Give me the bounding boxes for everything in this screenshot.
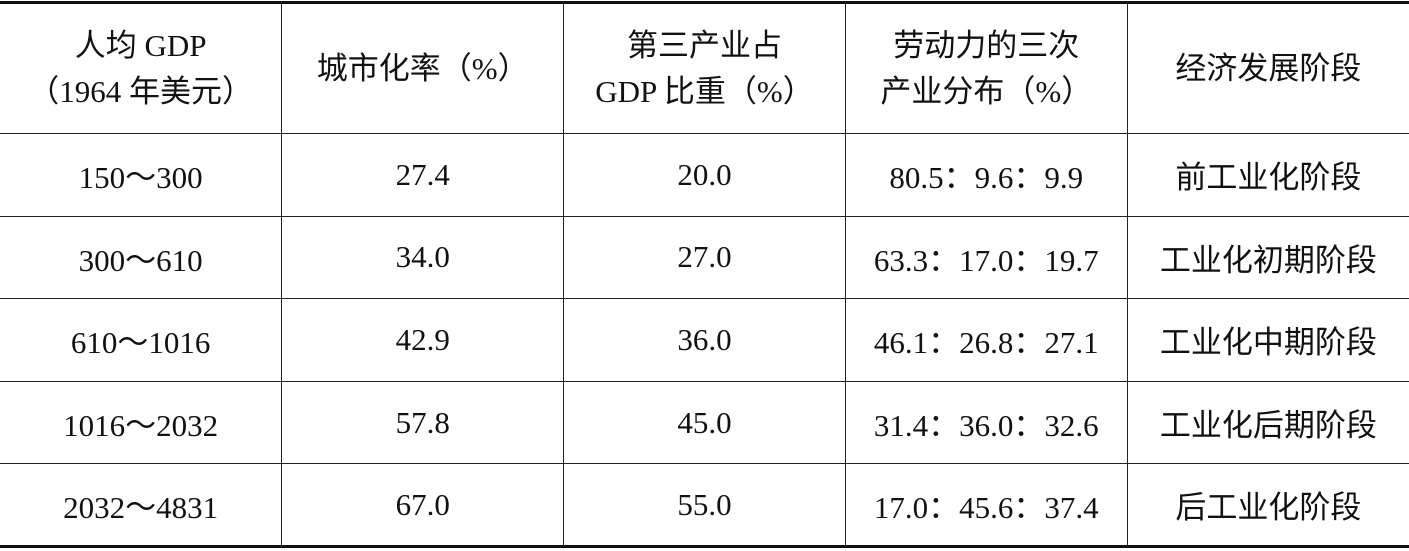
table-row: 2032～4831 67.0 55.0 17.0：45.6：37.4 后工业化阶段 xyxy=(0,463,1409,547)
header-cell: 经济发展阶段 xyxy=(1126,2,1409,134)
table-cell: 67.0 xyxy=(281,463,565,547)
header-text: GDP 比重（%） xyxy=(595,73,814,109)
table-cell: 36.0 xyxy=(563,298,846,382)
table-row: 610～1016 42.9 36.0 46.1：26.8：27.1 工业化中期阶段 xyxy=(0,298,1409,382)
table-row: 1016～2032 57.8 45.0 31.4：36.0：32.6 工业化后期阶段 xyxy=(0,381,1409,464)
header-text: 第三产业占 xyxy=(626,27,782,63)
table-cell: 55.0 xyxy=(563,463,846,547)
header-cell: 人均 GDP （1964 年美元） xyxy=(0,2,283,134)
header-cell: 城市化率（%） xyxy=(281,2,565,134)
table-header: 人均 GDP （1964 年美元） 城市化率（%） 第三产业占 GDP 比重（%） 劳动力… xyxy=(0,2,1409,134)
table-row: 300～610 34.0 27.0 63.3：17.0：19.7 工业化初期阶段 xyxy=(0,216,1409,299)
table-cell: 63.3：17.0：19.7 xyxy=(844,216,1128,299)
table-cell: 150～300 xyxy=(0,133,283,217)
table-cell: 610～1016 xyxy=(0,298,283,382)
table-cell: 1016～2032 xyxy=(0,381,283,464)
header-text: 经济发展阶段 xyxy=(1175,50,1362,86)
table-cell: 20.0 xyxy=(563,133,846,217)
header-cell: 第三产业占 GDP 比重（%） xyxy=(563,2,846,134)
table-row: 150～300 27.4 20.0 80.5：9.6：9.9 前工业化阶段 xyxy=(0,133,1409,217)
table-cell: 27.0 xyxy=(563,216,846,299)
header-text: 人均 GDP xyxy=(74,27,207,63)
table-cell: 46.1：26.8：27.1 xyxy=(844,298,1128,382)
header-cell: 劳动力的三次 产业分布（%） xyxy=(844,2,1128,134)
table-cell: 17.0：45.6：37.4 xyxy=(844,463,1128,547)
table-cell: 42.9 xyxy=(281,298,565,382)
table-cell: 2032～4831 xyxy=(0,463,283,547)
table-body: 150～300 27.4 20.0 80.5：9.6：9.9 前工业化阶段 300～610… xyxy=(0,133,1409,547)
table-cell: 57.8 xyxy=(281,381,565,464)
header-text: 产业分布（%） xyxy=(880,73,1093,109)
table-cell: 工业化初期阶段 xyxy=(1126,216,1409,299)
table-cell: 31.4：36.0：32.6 xyxy=(844,381,1128,464)
table-cell: 34.0 xyxy=(281,216,565,299)
header-text: 劳动力的三次 xyxy=(893,27,1080,63)
table-cell: 45.0 xyxy=(563,381,846,464)
header-row: 人均 GDP （1964 年美元） 城市化率（%） 第三产业占 GDP 比重（%） 劳动力… xyxy=(0,2,1409,134)
table-cell: 前工业化阶段 xyxy=(1126,133,1409,217)
table-cell: 27.4 xyxy=(281,133,565,217)
header-text: 城市化率（%） xyxy=(316,50,529,86)
table-cell: 80.5：9.6：9.9 xyxy=(844,133,1128,217)
table-cell: 工业化中期阶段 xyxy=(1126,298,1409,382)
table-cell: 300～610 xyxy=(0,216,283,299)
table-cell: 后工业化阶段 xyxy=(1126,463,1409,547)
table-cell: 工业化后期阶段 xyxy=(1126,381,1409,464)
header-text: （1964 年美元） xyxy=(28,73,254,109)
